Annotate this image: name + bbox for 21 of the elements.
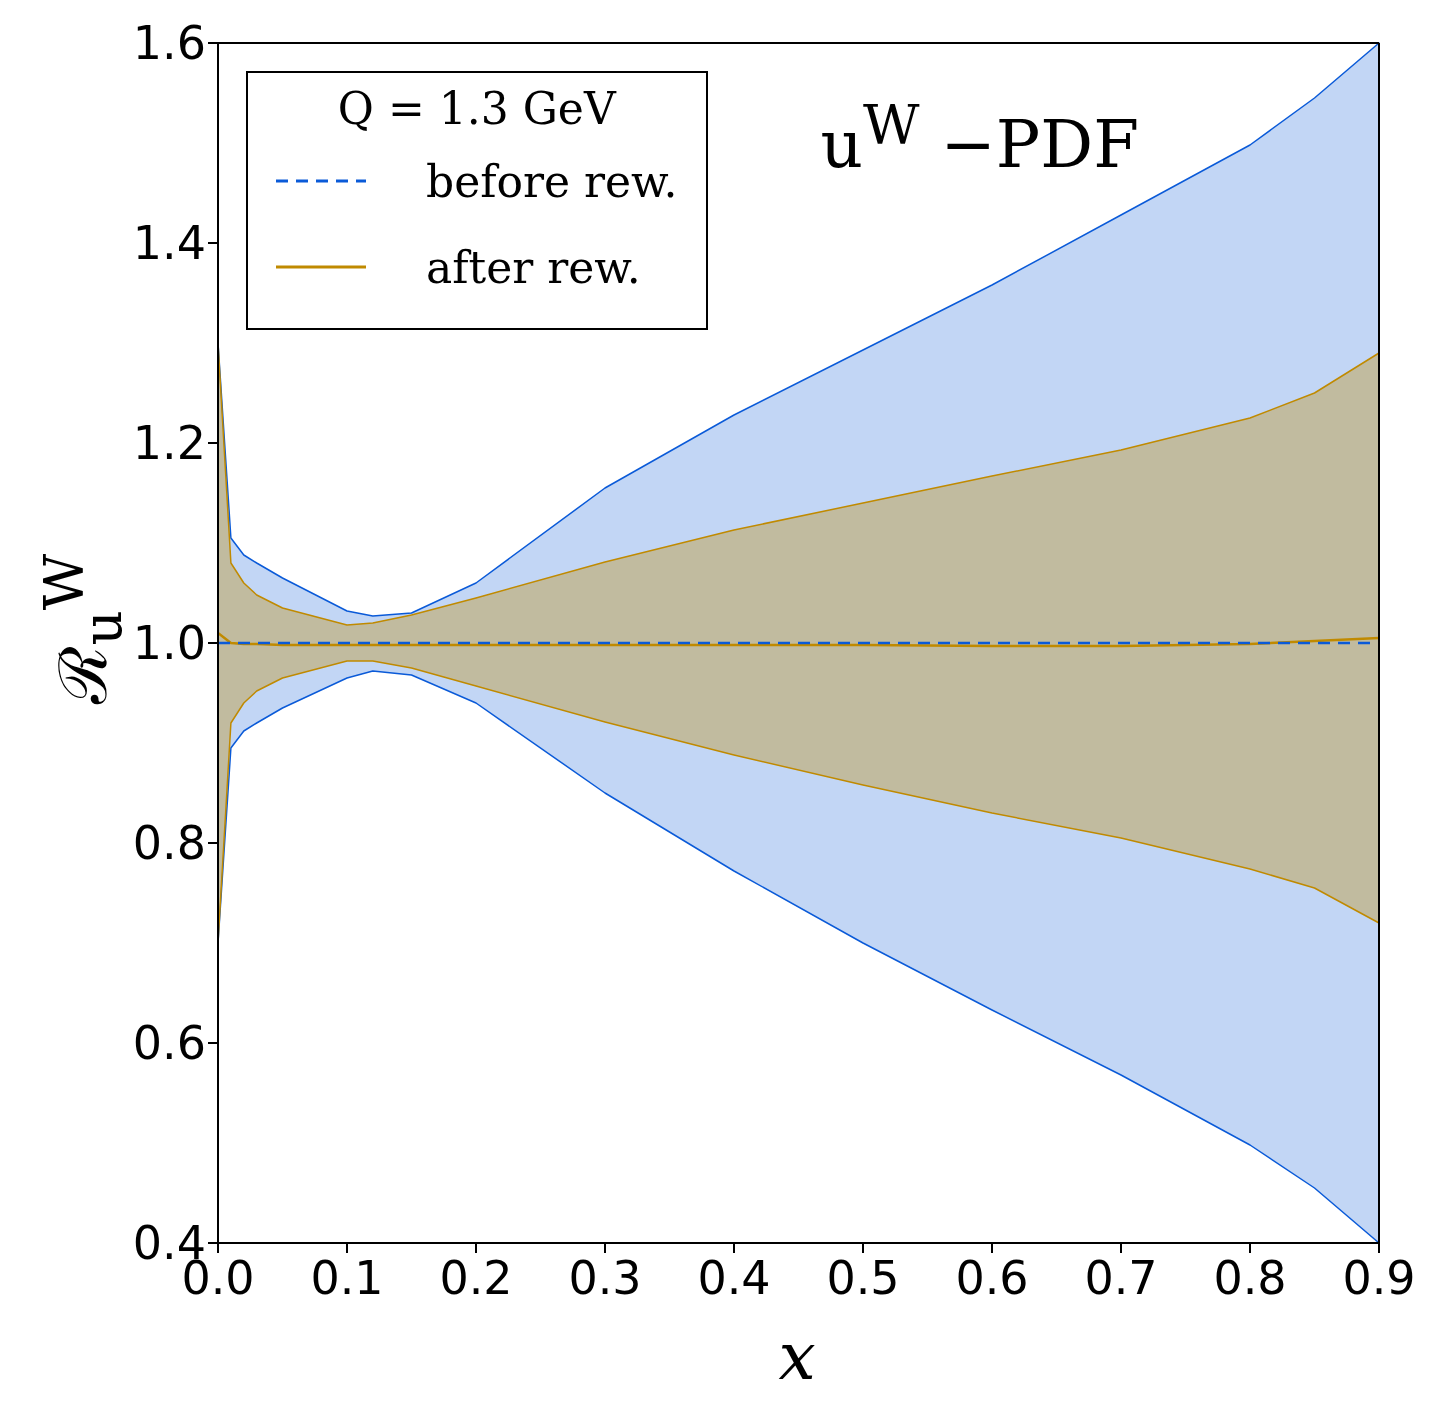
x-tick-label: 0.1 — [310, 1250, 384, 1305]
y-tick-label: 1.4 — [132, 216, 206, 271]
x-tick-label: 0.6 — [955, 1250, 1029, 1305]
legend-title: Q = 1.3 GeV — [336, 83, 618, 134]
x-axis-title: x — [778, 1318, 816, 1395]
x-tick-label: 0.7 — [1084, 1250, 1158, 1305]
y-tick-label: 0.8 — [132, 816, 206, 871]
y-tick-label: 0.6 — [132, 1016, 206, 1071]
x-tick-label: 0.5 — [826, 1250, 900, 1305]
y-tick-label: 1.6 — [132, 16, 206, 71]
x-tick-label: 0.3 — [568, 1250, 642, 1305]
legend-label: after rew. — [426, 241, 641, 293]
y-tick-label: 1.0 — [132, 616, 206, 671]
legend-label: before rew. — [426, 155, 678, 207]
x-tick-label: 0.2 — [439, 1250, 513, 1305]
line-series — [218, 631, 1379, 648]
x-tick-label: 0.9 — [1342, 1250, 1416, 1305]
x-tick-label: 0.8 — [1213, 1250, 1287, 1305]
x-tick-label: 0.4 — [697, 1250, 771, 1305]
y-tick-label: 1.2 — [132, 416, 206, 471]
text: u$^{W}$ −PDF — [820, 93, 1139, 183]
